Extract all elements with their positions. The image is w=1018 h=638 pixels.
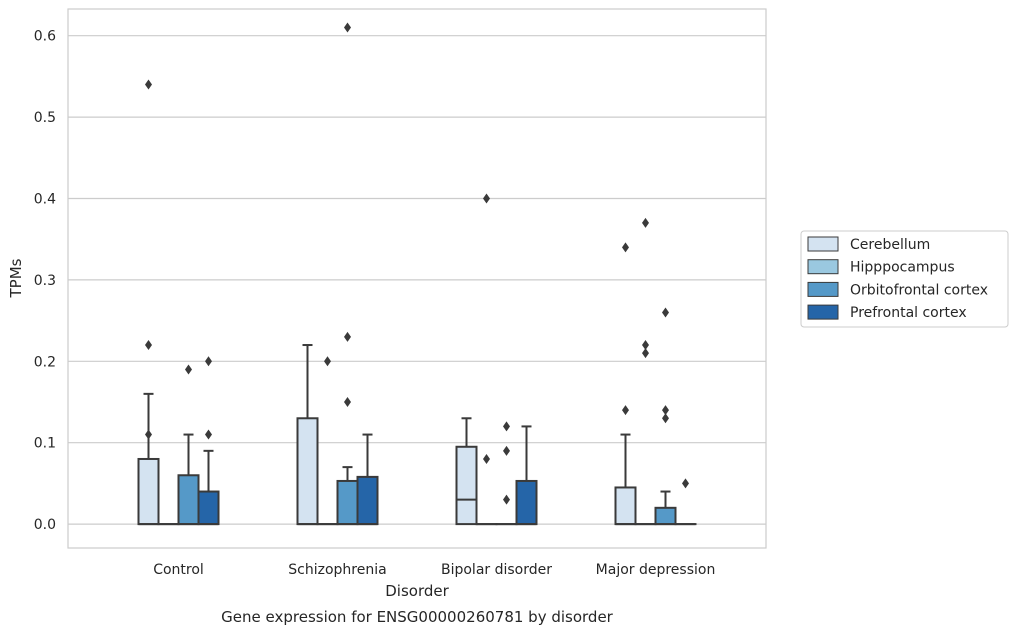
- y-tick-label: 0.2: [34, 354, 56, 370]
- outlier-point: [642, 218, 649, 228]
- outlier-point: [642, 340, 649, 350]
- legend-label: Cerebellum: [850, 237, 930, 253]
- outlier-point: [324, 356, 331, 366]
- outlier-point: [145, 340, 152, 350]
- box-2-1: [338, 467, 358, 524]
- box-body: [517, 481, 537, 524]
- x-tick-label: Control: [153, 562, 204, 578]
- outlier-point: [344, 397, 351, 407]
- y-tick-labels: 0.0 0.1 0.2 0.3 0.4 0.5 0.6: [34, 29, 56, 533]
- outlier-point: [145, 430, 152, 440]
- box-body: [616, 487, 636, 524]
- legend-label: Prefrontal cortex: [850, 305, 967, 321]
- legend-item: Cerebellum: [808, 237, 930, 253]
- outlier-point: [503, 446, 510, 456]
- box-body: [199, 492, 219, 525]
- legend-swatch: [808, 305, 838, 319]
- plot-area-frame: [68, 9, 766, 548]
- legend-swatch: [808, 260, 838, 274]
- box-0-3: [616, 435, 636, 525]
- y-tick-label: 0.0: [34, 517, 56, 533]
- outlier-point: [205, 430, 212, 440]
- y-tick-label: 0.6: [34, 29, 56, 45]
- legend-item: Hipppocampus: [808, 260, 955, 276]
- outliers: [145, 23, 689, 505]
- x-tick-labels: Control Schizophrenia Bipolar disorder Majo…: [153, 562, 715, 578]
- outlier-point: [145, 80, 152, 90]
- y-tick-label: 0.5: [34, 110, 56, 126]
- outlier-point: [622, 405, 629, 415]
- outlier-point: [483, 194, 490, 204]
- box-body: [298, 418, 318, 524]
- outlier-point: [344, 23, 351, 33]
- x-tick-label: Major depression: [596, 562, 716, 578]
- legend-label: Hipppocampus: [850, 260, 955, 276]
- box-3-0: [199, 451, 219, 524]
- boxes: [139, 345, 696, 524]
- box-0-0: [139, 394, 159, 524]
- x-tick-label: Bipolar disorder: [441, 562, 552, 578]
- y-tick-label: 0.1: [34, 436, 56, 452]
- box-body: [457, 447, 477, 524]
- legend-swatch: [808, 237, 838, 251]
- legend-item: Orbitofrontal cortex: [808, 282, 988, 298]
- outlier-point: [344, 332, 351, 342]
- outlier-point: [205, 356, 212, 366]
- outlier-point: [622, 242, 629, 252]
- box-body: [656, 508, 676, 524]
- outlier-point: [503, 421, 510, 431]
- legend-label: Orbitofrontal cortex: [850, 282, 988, 298]
- box-0-2: [457, 418, 477, 524]
- legend-swatch: [808, 282, 838, 296]
- box-body: [139, 459, 159, 524]
- outlier-point: [662, 405, 669, 415]
- x-tick-label: Schizophrenia: [288, 562, 386, 578]
- box-2-3: [656, 492, 676, 525]
- legend: Cerebellum Hipppocampus Orbitofrontal cort…: [801, 231, 1008, 327]
- box-body: [338, 481, 358, 524]
- box-body: [179, 475, 199, 524]
- outlier-point: [503, 495, 510, 505]
- grid-lines: [68, 36, 766, 524]
- box-2-0: [179, 435, 199, 525]
- outlier-point: [185, 364, 192, 374]
- y-axis-label: TPMs: [7, 258, 25, 298]
- box-3-2: [517, 426, 537, 524]
- y-tick-label: 0.4: [34, 192, 56, 208]
- outlier-point: [662, 307, 669, 317]
- box-0-1: [298, 345, 318, 524]
- legend-item: Prefrontal cortex: [808, 305, 967, 321]
- box-3-1: [358, 435, 378, 525]
- y-tick-label: 0.3: [34, 273, 56, 289]
- outlier-point: [483, 454, 490, 464]
- outlier-point: [682, 478, 689, 488]
- x-axis-label: Disorder: [385, 582, 449, 600]
- box-body: [358, 477, 378, 524]
- chart-caption: Gene expression for ENSG00000260781 by d…: [221, 608, 614, 626]
